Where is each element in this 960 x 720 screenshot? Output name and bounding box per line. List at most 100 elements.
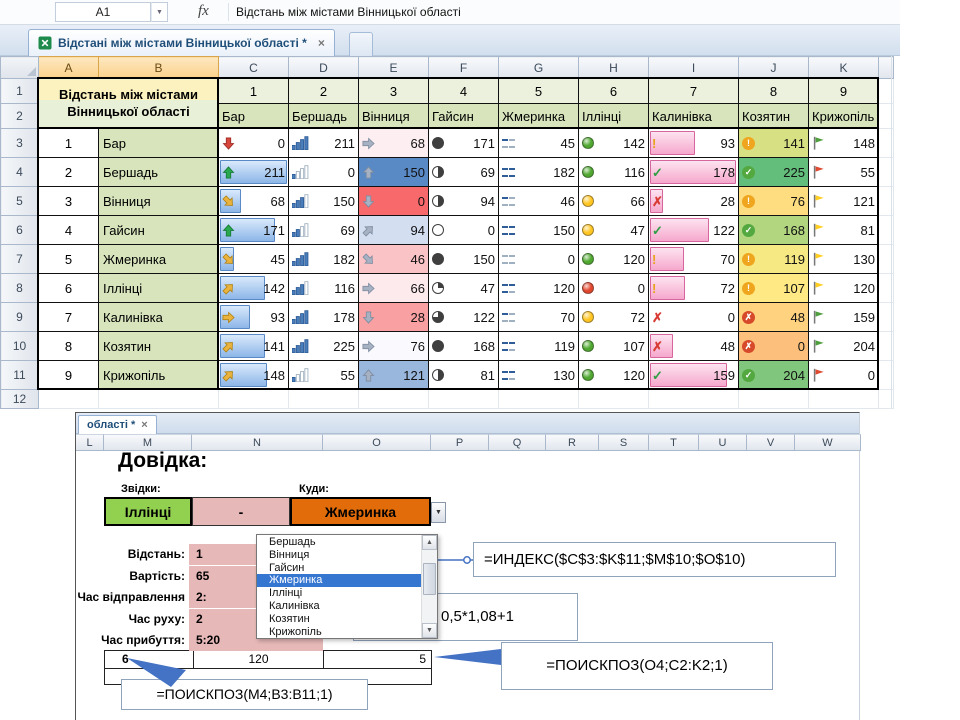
matrix-cell[interactable]: 211 <box>218 157 289 187</box>
row-header-4[interactable]: 4 <box>0 157 39 187</box>
matrix-cell[interactable]: 148 <box>218 360 289 390</box>
scrollbar-thumb[interactable] <box>423 563 436 595</box>
col-header-W[interactable]: W <box>795 434 861 451</box>
dropdown-item[interactable]: Бершадь <box>269 536 316 548</box>
matrix-cell[interactable]: 45 <box>498 128 579 158</box>
matrix-cell[interactable]: 150 <box>428 244 499 274</box>
matrix-cell[interactable]: ✓ 204 <box>738 360 809 390</box>
matrix-cell[interactable]: 68 <box>358 128 429 158</box>
matrix-cell[interactable]: 93 <box>218 302 289 332</box>
index-cell[interactable]: 1 <box>218 78 289 104</box>
city-row-header[interactable]: Бершадь <box>98 157 219 187</box>
result-distance-cell[interactable]: 120 <box>194 651 324 668</box>
matrix-cell[interactable]: 107 <box>578 331 649 361</box>
empty-cell[interactable] <box>218 389 289 409</box>
col-header-O[interactable]: O <box>323 434 431 451</box>
matrix-cell[interactable]: 150 <box>288 186 359 216</box>
close-icon[interactable]: × <box>141 419 148 431</box>
empty-cell[interactable] <box>38 389 99 409</box>
matrix-cell[interactable]: ✗ 0 <box>738 331 809 361</box>
matrix-cell[interactable]: ✓ 168 <box>738 215 809 245</box>
matrix-cell[interactable]: 55 <box>808 157 879 187</box>
matrix-cell[interactable]: 130 <box>498 360 579 390</box>
row-header-1[interactable]: 1 <box>0 78 39 104</box>
matrix-cell[interactable]: 94 <box>428 186 499 216</box>
matrix-cell[interactable]: ! 141 <box>738 128 809 158</box>
col-header-S[interactable]: S <box>599 434 649 451</box>
col-header-G[interactable]: G <box>498 56 579 79</box>
matrix-cell[interactable]: 121 <box>358 360 429 390</box>
matrix-cell[interactable]: 70 <box>498 302 579 332</box>
row-index-cell[interactable]: 3 <box>38 186 99 216</box>
matrix-cell[interactable]: 55 <box>288 360 359 390</box>
matrix-cell[interactable]: 150 <box>498 215 579 245</box>
row-index-cell[interactable]: 8 <box>38 331 99 361</box>
matrix-cell[interactable]: ✓ 225 <box>738 157 809 187</box>
city-row-header[interactable]: Вінниця <box>98 186 219 216</box>
matrix-cell[interactable]: 168 <box>428 331 499 361</box>
result-row-index-cell[interactable]: 6 <box>105 651 194 668</box>
document-tab-active[interactable]: Відстані між містами Вінницької області … <box>28 29 335 56</box>
city-column-header[interactable]: Вінниця <box>358 103 429 129</box>
matrix-cell[interactable]: 182 <box>288 244 359 274</box>
matrix-cell[interactable]: ✓ 159 <box>648 360 739 390</box>
matrix-cell[interactable]: 142 <box>578 128 649 158</box>
col-header-A[interactable]: A <box>38 56 99 79</box>
document-tab-stub[interactable] <box>349 32 373 56</box>
separator-cell[interactable]: - <box>192 497 290 526</box>
name-box[interactable]: A1 <box>55 2 151 22</box>
matrix-cell[interactable]: 94 <box>358 215 429 245</box>
matrix-cell[interactable]: 120 <box>808 273 879 303</box>
row-header-3[interactable]: 3 <box>0 128 39 158</box>
dropdown-item[interactable]: Іллінці <box>269 587 303 600</box>
city-row-header[interactable]: Іллінці <box>98 273 219 303</box>
row-index-cell[interactable]: 6 <box>38 273 99 303</box>
formula-input[interactable]: Відстань між містами Вінницької області <box>236 5 461 19</box>
matrix-title-cell[interactable]: Відстань між містами Вінницької області <box>38 78 219 129</box>
index-cell[interactable]: 8 <box>738 78 809 104</box>
row-index-cell[interactable]: 1 <box>38 128 99 158</box>
matrix-cell[interactable]: 0 <box>498 244 579 274</box>
matrix-cell[interactable]: 69 <box>288 215 359 245</box>
city-column-header[interactable]: Іллінці <box>578 103 649 129</box>
col-header-Q[interactable]: Q <box>489 434 546 451</box>
matrix-cell[interactable]: ! 93 <box>648 128 739 158</box>
matrix-cell[interactable]: 116 <box>578 157 649 187</box>
empty-cell[interactable] <box>878 244 894 274</box>
empty-cell[interactable] <box>578 389 649 409</box>
matrix-cell[interactable]: 225 <box>288 331 359 361</box>
city-row-header[interactable]: Крижопіль <box>98 360 219 390</box>
matrix-cell[interactable]: 28 <box>358 302 429 332</box>
empty-cell[interactable] <box>878 103 894 129</box>
matrix-cell[interactable]: 0 <box>218 128 289 158</box>
matrix-cell[interactable]: 171 <box>218 215 289 245</box>
col-header-V[interactable]: V <box>747 434 795 451</box>
select-all-corner[interactable] <box>0 56 39 79</box>
city-row-header[interactable]: Козятин <box>98 331 219 361</box>
matrix-cell[interactable]: ✗ 48 <box>738 302 809 332</box>
empty-cell[interactable] <box>878 360 894 390</box>
col-header-I[interactable]: I <box>648 56 739 79</box>
matrix-cell[interactable]: 68 <box>218 186 289 216</box>
matrix-cell[interactable]: 204 <box>808 331 879 361</box>
city-column-header[interactable]: Гайсин <box>428 103 499 129</box>
matrix-cell[interactable]: 0 <box>808 360 879 390</box>
empty-cell[interactable] <box>878 128 894 158</box>
matrix-cell[interactable]: 66 <box>578 186 649 216</box>
dropdown-item[interactable]: Крижопіль <box>269 625 322 638</box>
empty-cell[interactable] <box>498 389 579 409</box>
dropdown-item[interactable]: Вінниця <box>269 548 310 561</box>
empty-cell[interactable] <box>878 273 894 303</box>
matrix-cell[interactable]: 45 <box>218 244 289 274</box>
name-box-dropdown-icon[interactable]: ▼ <box>151 2 168 22</box>
dropdown-item[interactable]: Гайсин <box>269 561 305 574</box>
combo-dropdown-button[interactable]: ▼ <box>431 502 446 523</box>
matrix-cell[interactable]: 121 <box>808 186 879 216</box>
matrix-cell[interactable]: 211 <box>288 128 359 158</box>
city-row-header[interactable]: Калинівка <box>98 302 219 332</box>
city-column-header[interactable]: Калинівка <box>648 103 739 129</box>
matrix-cell[interactable]: 120 <box>578 360 649 390</box>
empty-cell[interactable] <box>428 389 499 409</box>
matrix-cell[interactable]: 46 <box>498 186 579 216</box>
city-row-header[interactable]: Жмеринка <box>98 244 219 274</box>
